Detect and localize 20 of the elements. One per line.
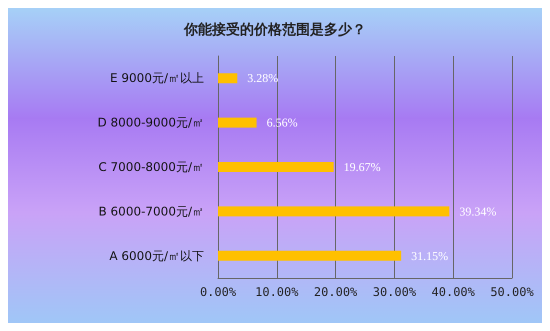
data-label: 31.15% — [411, 248, 448, 263]
y-tick-label: E 9000元/㎡以上 — [110, 71, 204, 86]
y-tick-label: B 6000-7000元/㎡ — [98, 204, 204, 218]
y-tick-label: C 7000-8000元/㎡ — [98, 160, 204, 174]
chart-title: 你能接受的价格范围是多少？ — [183, 21, 366, 38]
y-tick-label: A 6000元/㎡以下 — [109, 248, 204, 263]
bar — [218, 250, 402, 261]
x-tick-label: 10.00% — [255, 285, 300, 299]
bar — [218, 206, 450, 216]
bar — [218, 162, 334, 172]
data-label: 39.34% — [459, 204, 496, 218]
x-tick-label: 50.00% — [490, 285, 534, 299]
x-tick-label: 30.00% — [372, 285, 417, 299]
x-tick-label: 0.00% — [200, 285, 237, 299]
bar — [218, 73, 238, 84]
bar — [218, 118, 257, 128]
y-tick-label: D 8000-9000元/㎡ — [97, 116, 204, 130]
x-tick-label: 40.00% — [432, 285, 476, 299]
data-label: 19.67% — [344, 160, 381, 174]
x-tick-label: 20.00% — [314, 285, 358, 299]
